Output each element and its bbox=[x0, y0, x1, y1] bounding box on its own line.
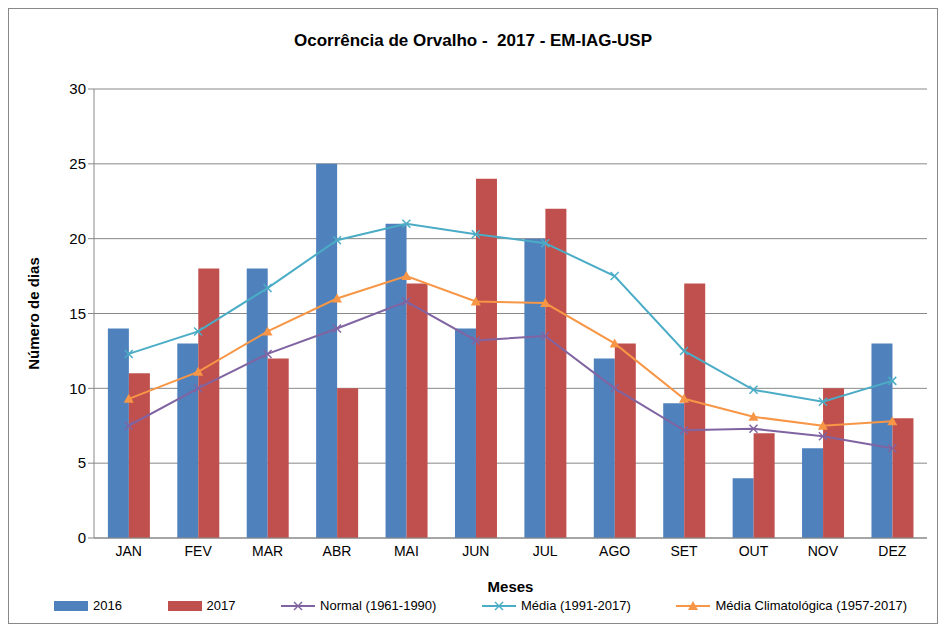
svg-text:DEZ: DEZ bbox=[878, 543, 906, 559]
svg-text:Número de dias: Número de dias bbox=[25, 257, 42, 370]
svg-text:ABR: ABR bbox=[323, 543, 352, 559]
svg-text:30: 30 bbox=[69, 80, 86, 97]
svg-text:JUL: JUL bbox=[533, 543, 558, 559]
svg-text:20: 20 bbox=[69, 230, 86, 247]
svg-text:AGO: AGO bbox=[599, 543, 630, 559]
svg-text:NOV: NOV bbox=[808, 543, 839, 559]
html-text:Média Climatológica (1957-2017: Média Climatológica (1957-2017) bbox=[715, 598, 907, 613]
svg-text:15: 15 bbox=[69, 305, 86, 322]
svg-text:0: 0 bbox=[78, 529, 86, 546]
svg-text:JAN: JAN bbox=[115, 543, 141, 559]
html-text:Média (1991-2017): Média (1991-2017) bbox=[521, 598, 631, 613]
svg-text:10: 10 bbox=[69, 380, 86, 397]
svg-text:25: 25 bbox=[69, 155, 86, 172]
html-text:Normal (1961-1990): Normal (1961-1990) bbox=[320, 598, 437, 613]
html-text:2016: 2016 bbox=[93, 598, 122, 613]
svg-text:OUT: OUT bbox=[739, 543, 769, 559]
svg-text:SET: SET bbox=[670, 543, 698, 559]
svg-text:FEV: FEV bbox=[185, 543, 213, 559]
html-text:Ocorrência de Orvalho - 2017 -: Ocorrência de Orvalho - 2017 - EM-IAG-US… bbox=[294, 31, 652, 50]
svg-text:MAI: MAI bbox=[394, 543, 419, 559]
svg-text:MAR: MAR bbox=[252, 543, 283, 559]
html-text:2017: 2017 bbox=[206, 598, 236, 613]
svg-text:Meses: Meses bbox=[488, 578, 534, 595]
svg-text:5: 5 bbox=[78, 454, 86, 471]
svg-text:JUN: JUN bbox=[462, 543, 489, 559]
